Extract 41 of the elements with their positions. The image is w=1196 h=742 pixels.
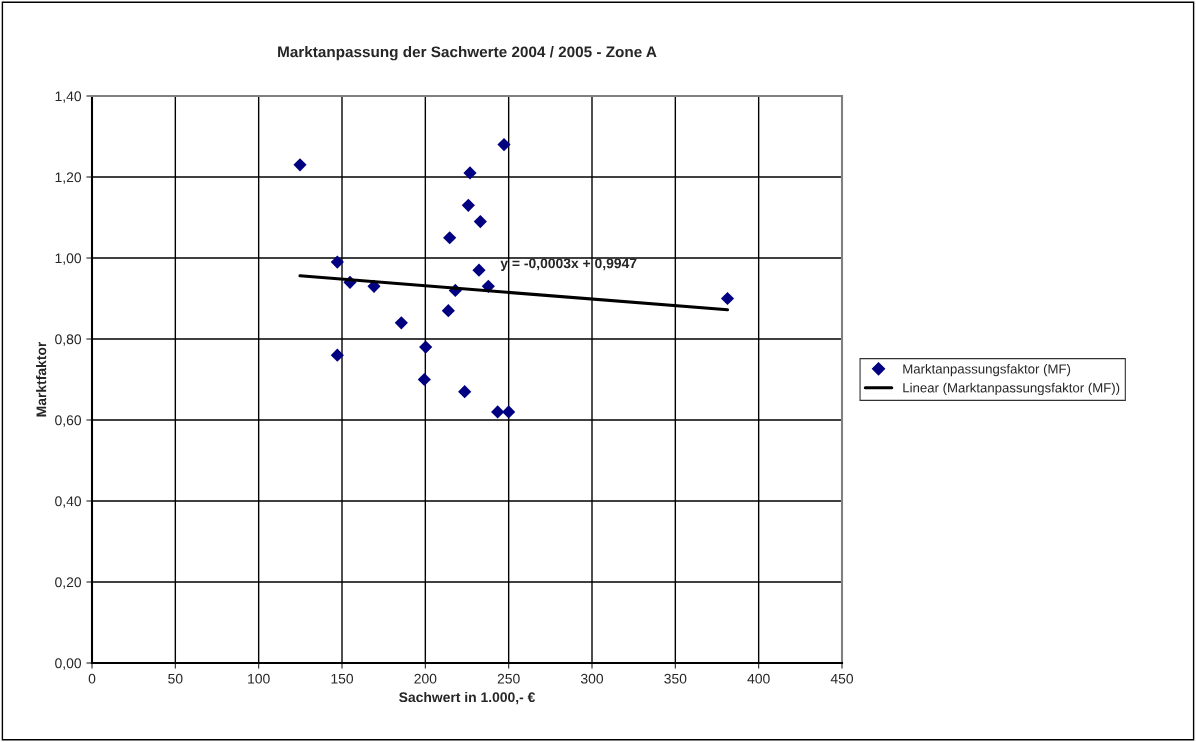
- x-tick-label: 200: [414, 673, 437, 684]
- point: [720, 291, 735, 306]
- x-tick-label: 300: [580, 673, 604, 684]
- x-tick-label: 450: [830, 673, 854, 684]
- point: [441, 304, 455, 318]
- y-tick-label: 0,00: [55, 658, 82, 670]
- x-tick-label: 150: [331, 673, 354, 684]
- x-tick-label: 400: [747, 673, 770, 684]
- point: [419, 340, 433, 354]
- y-tick-label: 0,20: [55, 577, 82, 589]
- point: [502, 405, 516, 419]
- point: [463, 166, 477, 180]
- y-tick-label: 0,60: [55, 415, 82, 427]
- x-tick-label: 350: [664, 673, 687, 684]
- point: [443, 231, 457, 245]
- x-tick-label: 100: [248, 673, 270, 684]
- y-tick-label: 1,00: [55, 253, 82, 265]
- x-tick-label: 50: [168, 673, 183, 684]
- point: [461, 198, 475, 212]
- point: [472, 263, 486, 277]
- point: [330, 348, 344, 362]
- annotation: y = -0,0003x + 0,9947: [500, 258, 637, 271]
- y-tick-label: 0,80: [55, 334, 82, 346]
- point: [394, 316, 408, 330]
- y-axis-title: Marktfaktor: [36, 341, 47, 417]
- point: [417, 372, 431, 387]
- legend-label: Linear (Marktanpassungsfaktor (MF)): [903, 382, 1120, 396]
- chart-title: Marktanpassung der Sachwerte 2004 / 2005 - Zone A: [278, 46, 657, 61]
- point: [473, 214, 487, 229]
- x-tick-label: 0: [88, 673, 96, 684]
- y-tick-label: 1,20: [55, 172, 82, 184]
- y-tick-label: 0,40: [55, 496, 82, 508]
- legend-label: Marktanpassungsfaktor (MF): [903, 363, 1071, 377]
- x-tick-label: 250: [497, 673, 520, 684]
- point: [330, 255, 344, 269]
- point: [497, 138, 511, 152]
- point: [491, 405, 505, 419]
- x-axis-title: Sachwert in 1.000,- €: [399, 691, 536, 705]
- point: [458, 385, 472, 399]
- y-tick-label: 1,40: [55, 91, 82, 103]
- point: [293, 158, 307, 172]
